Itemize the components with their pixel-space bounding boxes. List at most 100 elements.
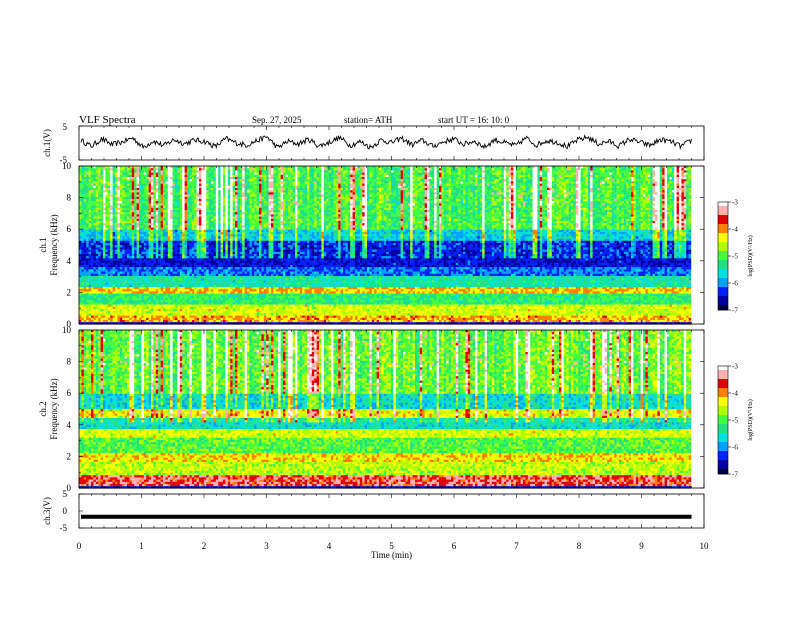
spectrogram-cell (597, 199, 600, 201)
spectrogram-cell (365, 177, 368, 179)
spectrogram-cell (475, 192, 478, 194)
spectrogram-cell (295, 206, 298, 208)
spectrogram-cell (554, 190, 557, 192)
spectrogram-cell (137, 188, 140, 190)
spectrogram-cell (177, 206, 180, 208)
spectrogram-cell (389, 188, 392, 190)
spectrogram-cell (576, 168, 579, 170)
spectrogram-cell (213, 199, 216, 201)
spectrogram-cell (177, 190, 180, 192)
spectrogram-cell (237, 184, 240, 186)
spectrogram-cell (288, 181, 291, 183)
spectrogram-cell (593, 179, 596, 181)
spectrogram-cell (216, 173, 219, 175)
spectrogram-cell (393, 184, 396, 186)
spectrogram-cell (360, 201, 363, 203)
spectrogram-cell (369, 173, 372, 175)
spectrogram-cell (530, 184, 533, 186)
spectrogram-cell (86, 190, 89, 192)
spectrogram-cell (626, 199, 629, 201)
spectrogram-cell (655, 170, 658, 172)
spectrogram-cell (602, 203, 605, 205)
spectrogram-cell (533, 197, 536, 199)
spectrogram-cell (125, 199, 128, 201)
spectrogram-cell (86, 195, 89, 197)
spectrogram-cell (422, 188, 425, 190)
spectrogram-cell (261, 192, 264, 194)
spectrogram-cell (434, 186, 437, 188)
spectrogram-cell (177, 170, 180, 172)
spectrogram-cell (300, 206, 303, 208)
spectrogram-cell (545, 188, 548, 190)
spectrogram-cell (403, 184, 406, 186)
spectrogram-cell (324, 177, 327, 179)
spectrogram-cell (504, 201, 507, 203)
spectrogram-cell (398, 197, 401, 199)
spectrogram-cell (312, 168, 315, 170)
spectrogram-cell (151, 184, 154, 186)
spectrogram-cell (389, 199, 392, 201)
spectrogram-cell (314, 177, 317, 179)
spectrogram-cell (288, 184, 291, 186)
spectrogram-cell (645, 179, 648, 181)
spectrogram-cell (158, 206, 161, 208)
spectrogram-cell (677, 179, 680, 181)
spectrogram-cell (566, 192, 569, 194)
spectrogram-cell (660, 190, 663, 192)
spectrogram-cell (461, 184, 464, 186)
spectrogram-cell (386, 179, 389, 181)
spectrogram-cell (199, 203, 202, 205)
spectrogram-cell (295, 197, 298, 199)
spectrogram-cell (86, 206, 89, 208)
spectrogram-cell (391, 188, 394, 190)
spectrogram-cell (633, 192, 636, 194)
spectrogram-cell (530, 170, 533, 172)
spectrogram-cell (410, 201, 413, 203)
spectrogram-cell (117, 177, 120, 179)
spectrogram-cell (153, 190, 156, 192)
spectrogram-cell (547, 206, 550, 208)
spectrogram-cell (597, 206, 600, 208)
spectrogram-cell (441, 175, 444, 177)
spectrogram-cell (557, 192, 560, 194)
spectrogram-cell (189, 201, 192, 203)
spectrogram-cell (420, 184, 423, 186)
spectrogram-cell (549, 186, 552, 188)
spectrogram-cell (413, 175, 416, 177)
spectrogram-cell (533, 170, 536, 172)
spectrogram-cell (583, 181, 586, 183)
spectrogram-cell (441, 186, 444, 188)
spectrogram-cell (655, 179, 658, 181)
spectrogram-cell (161, 206, 164, 208)
spectrogram-cell (669, 170, 672, 172)
spectrogram-cell (96, 195, 99, 197)
spectrogram-cell (432, 186, 435, 188)
spectrogram-cell (146, 192, 149, 194)
spectrogram-cell (477, 181, 480, 183)
spectrogram-cell (530, 203, 533, 205)
spectrogram-cell (511, 203, 514, 205)
spectrogram-cell (249, 188, 252, 190)
spectrogram-cell (125, 201, 128, 203)
spectrogram-cell (297, 186, 300, 188)
spectrogram-cell (681, 188, 684, 190)
spectrogram-cell (283, 190, 286, 192)
spectrogram-cell (465, 203, 468, 205)
spectrogram-cell (374, 175, 377, 177)
spectrogram-cell (307, 177, 310, 179)
spectrogram-cell (523, 181, 526, 183)
spectrogram-cell (417, 190, 420, 192)
spectrogram-cell (81, 173, 84, 175)
spectrogram-cell (602, 199, 605, 201)
spectrogram-cell (389, 179, 392, 181)
spectrogram-cell (302, 170, 305, 172)
spectrogram-cell (669, 181, 672, 183)
spectrogram-cell (609, 206, 612, 208)
spectrogram-cell (393, 186, 396, 188)
spectrogram-cell (511, 181, 514, 183)
spectrogram-cell (357, 195, 360, 197)
spectrogram-cell (638, 188, 641, 190)
spectrogram-cell (559, 177, 562, 179)
spectrogram-cell (365, 181, 368, 183)
spectrogram-cell (357, 184, 360, 186)
